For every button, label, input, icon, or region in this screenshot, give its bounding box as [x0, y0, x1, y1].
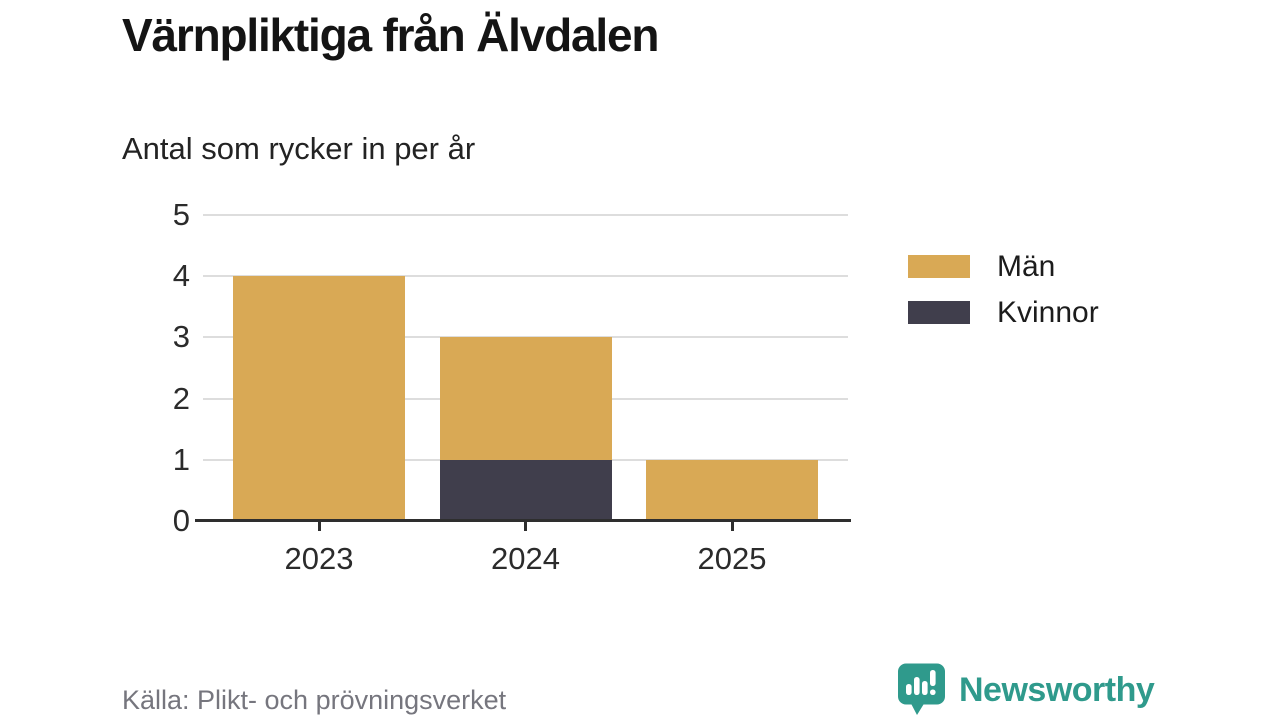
- gridline: [203, 214, 848, 216]
- x-axis-labels: 2023 2024 2025: [203, 541, 848, 581]
- y-axis: 0 1 2 3 4 5: [118, 199, 190, 536]
- newsworthy-logo: Newsworthy: [897, 663, 1155, 716]
- bar-segment-kvinnor-2024: [439, 459, 612, 521]
- y-tick-label: 0: [172, 503, 190, 538]
- newsworthy-wordmark: Newsworthy: [959, 670, 1155, 709]
- plot-area: [203, 214, 848, 521]
- legend-swatch: [908, 255, 970, 278]
- source-note: Källa: Plikt- och prövningsverket: [122, 685, 507, 715]
- legend-item-män: Män: [908, 250, 1099, 283]
- y-tick-label: 2: [172, 380, 190, 416]
- x-tick-label: 2025: [697, 541, 767, 576]
- legend: Män Kvinnor: [908, 250, 1099, 342]
- y-tick-label: 4: [172, 258, 190, 294]
- y-tick-label: 1: [172, 441, 190, 477]
- x-axis-line: [195, 519, 851, 522]
- x-tick: [317, 522, 321, 531]
- x-tick-label: 2024: [491, 541, 560, 576]
- y-tick-label: 5: [172, 197, 190, 232]
- bar-segment-män-2024: [439, 337, 612, 460]
- y-tick-label: 3: [172, 319, 190, 355]
- legend-label: Män: [997, 250, 1056, 283]
- x-tick: [730, 522, 734, 531]
- bar-segment-män-2025: [646, 459, 818, 521]
- x-axis-ticks: [203, 522, 848, 532]
- x-tick-label: 2023: [284, 541, 354, 576]
- legend-swatch: [908, 301, 970, 324]
- chart-title: Värnpliktiga från Älvdalen: [122, 9, 659, 61]
- gridline: [203, 336, 848, 339]
- newsworthy-logo-icon: [898, 663, 945, 715]
- legend-item-kvinnor: Kvinnor: [908, 296, 1099, 329]
- bar-segment-män-2023: [233, 276, 405, 521]
- chart-subtitle: Antal som rycker in per år: [122, 131, 476, 166]
- legend-label: Kvinnor: [997, 296, 1099, 329]
- gridline: [203, 275, 848, 278]
- x-tick: [524, 522, 527, 531]
